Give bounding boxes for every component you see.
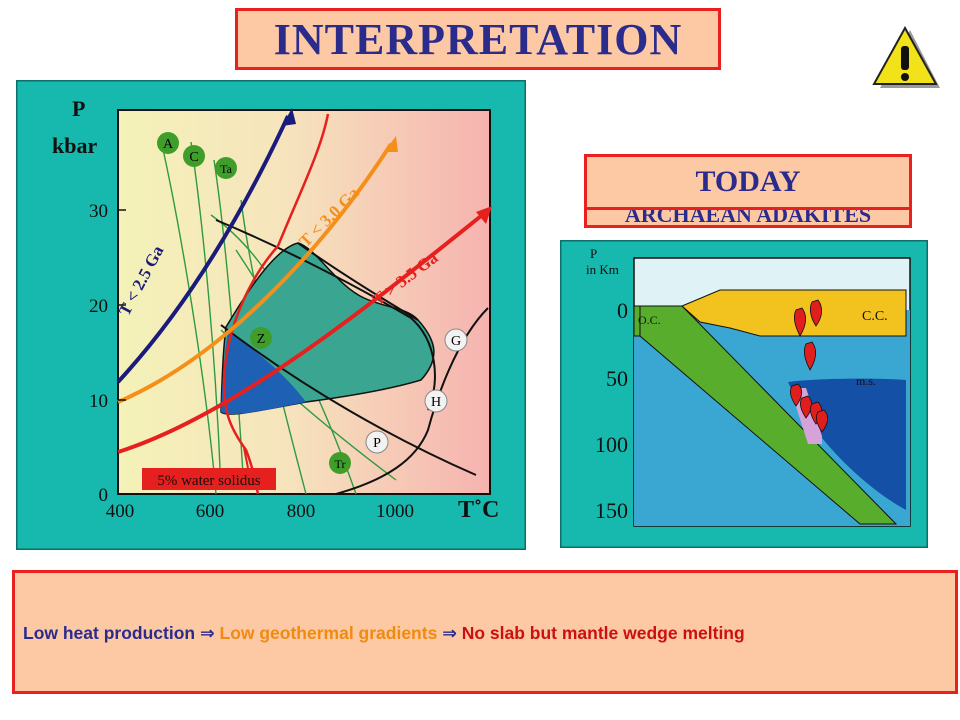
summary-part-gradients: Low geothermal gradients (219, 623, 438, 643)
depth-tick-100: 100 (595, 432, 628, 457)
gradient-3-0ga (117, 142, 393, 404)
continental-crust (681, 289, 907, 337)
solidus-label-box (142, 468, 276, 490)
subducting-slab (639, 305, 898, 525)
title-box: INTERPRETATION (235, 8, 721, 70)
phase-label-z: Z (257, 332, 266, 347)
tab-today-label: TODAY (695, 165, 801, 198)
x-tick-400: 400 (106, 501, 135, 522)
y-tick-0: 0 (99, 485, 109, 506)
summary-part-heat: Low heat production (23, 623, 196, 643)
oc-label: O.C. (638, 313, 661, 327)
ms-label: m.s. (856, 374, 876, 388)
implies-arrow-icon: ⇒ (442, 624, 457, 644)
cc-label: C.C. (862, 309, 888, 324)
phase-label-a: A (163, 137, 174, 152)
phase-label-p: P (373, 436, 381, 451)
phase-label-g: G (451, 334, 461, 349)
phase-label-tr: Tr (335, 457, 346, 471)
depth-tick-0: 0 (617, 298, 628, 323)
depth-tick-50: 50 (606, 366, 628, 391)
magma-drops (789, 299, 828, 433)
summary-part-melting: No slab but mantle wedge melting (461, 623, 745, 643)
tab-today[interactable]: TODAY (584, 154, 912, 210)
solidus-label: 5% water solidus (157, 473, 260, 489)
page-title: INTERPRETATION (273, 14, 683, 64)
y-axis-label-p: P (72, 96, 85, 121)
summary-text: Low heat production ⇒ Low geothermal gra… (23, 623, 745, 644)
y-tick-30: 30 (89, 201, 108, 222)
gradient-3-5ga (117, 210, 488, 454)
pt-diagram: T < 2.5 Ga T < 3.0 Ga T > 3.5 Ga A C Ta … (16, 80, 526, 550)
depth-tick-150: 150 (595, 498, 628, 523)
x-tick-800: 800 (287, 501, 316, 522)
x-tick-600: 600 (196, 501, 225, 522)
depth-axis-label-km: in Km (586, 262, 619, 277)
y-axis-label-kbar: kbar (52, 133, 97, 158)
y-tick-10: 10 (89, 391, 108, 412)
summary-box: Low heat production ⇒ Low geothermal gra… (12, 570, 958, 694)
phase-label-c: C (189, 150, 198, 165)
x-axis-label: T˚C (458, 497, 499, 523)
phase-label-h: H (431, 395, 441, 410)
warning-icon (872, 26, 940, 88)
x-tick-1000: 1000 (376, 501, 414, 522)
gradient-2-5ga (116, 115, 290, 384)
phase-label-ta: Ta (220, 162, 232, 176)
implies-arrow-icon: ⇒ (199, 624, 215, 644)
depth-axis-label-p: P (590, 246, 597, 261)
subduction-diagram: P in Km O.C. C.C. m.s. 0 50 100 150 (560, 240, 928, 548)
y-tick-20: 20 (89, 296, 108, 317)
